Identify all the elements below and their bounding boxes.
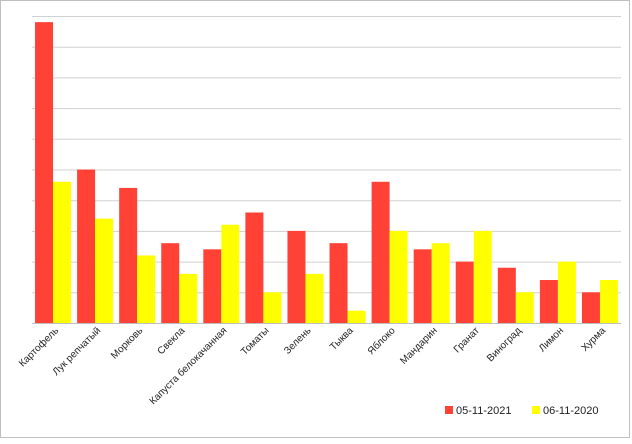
bar: [287, 230, 306, 323]
bar: [329, 243, 348, 323]
bar: [581, 292, 600, 323]
bar: [95, 218, 114, 323]
x-tick-label: Тыква: [328, 325, 356, 353]
bar: [455, 261, 474, 323]
bar: [371, 181, 390, 323]
legend-swatch: [532, 406, 540, 414]
bar: [137, 255, 156, 323]
bar: [557, 261, 576, 323]
x-tick-label: Яблоко: [365, 324, 398, 357]
x-tick-label: Томаты: [239, 325, 271, 357]
bar: [161, 243, 180, 323]
x-tick-label: Морковь: [109, 325, 145, 361]
x-tick-label: Лимон: [537, 325, 566, 354]
x-tick-label: Капуста белокачанная: [147, 325, 229, 407]
legend-label: 06-11-2020: [543, 405, 598, 417]
x-tick-label: Зелень: [282, 325, 313, 356]
legend-swatch: [445, 406, 453, 414]
bar: [413, 249, 432, 323]
bar: [221, 224, 240, 323]
x-tick-label: Картофель: [16, 325, 61, 370]
bar: [473, 230, 492, 323]
x-tick-label: Гранат: [452, 325, 482, 355]
bar: [539, 280, 558, 323]
bar: [497, 267, 516, 323]
bar: [119, 187, 138, 323]
bar: [77, 169, 96, 323]
bar: [203, 249, 222, 323]
bar: [599, 280, 618, 323]
bar: [245, 212, 264, 323]
bar: [35, 22, 54, 323]
x-tick-label: Хурма: [580, 325, 609, 354]
bar: [389, 230, 408, 323]
bar: [305, 273, 324, 323]
x-tick-label: Виноград: [485, 325, 524, 364]
bar: [515, 292, 534, 323]
x-tick-label: Мандарин: [398, 325, 439, 366]
bar: [347, 310, 366, 323]
bars: [35, 22, 618, 323]
x-tick-label: Свекла: [156, 325, 188, 357]
legend: 05-11-2021 06-11-2020: [445, 405, 598, 417]
bar: [263, 292, 282, 323]
legend-label: 05-11-2021: [456, 405, 511, 417]
bar: [431, 243, 450, 323]
bar: [53, 181, 72, 323]
bar: [179, 273, 198, 323]
